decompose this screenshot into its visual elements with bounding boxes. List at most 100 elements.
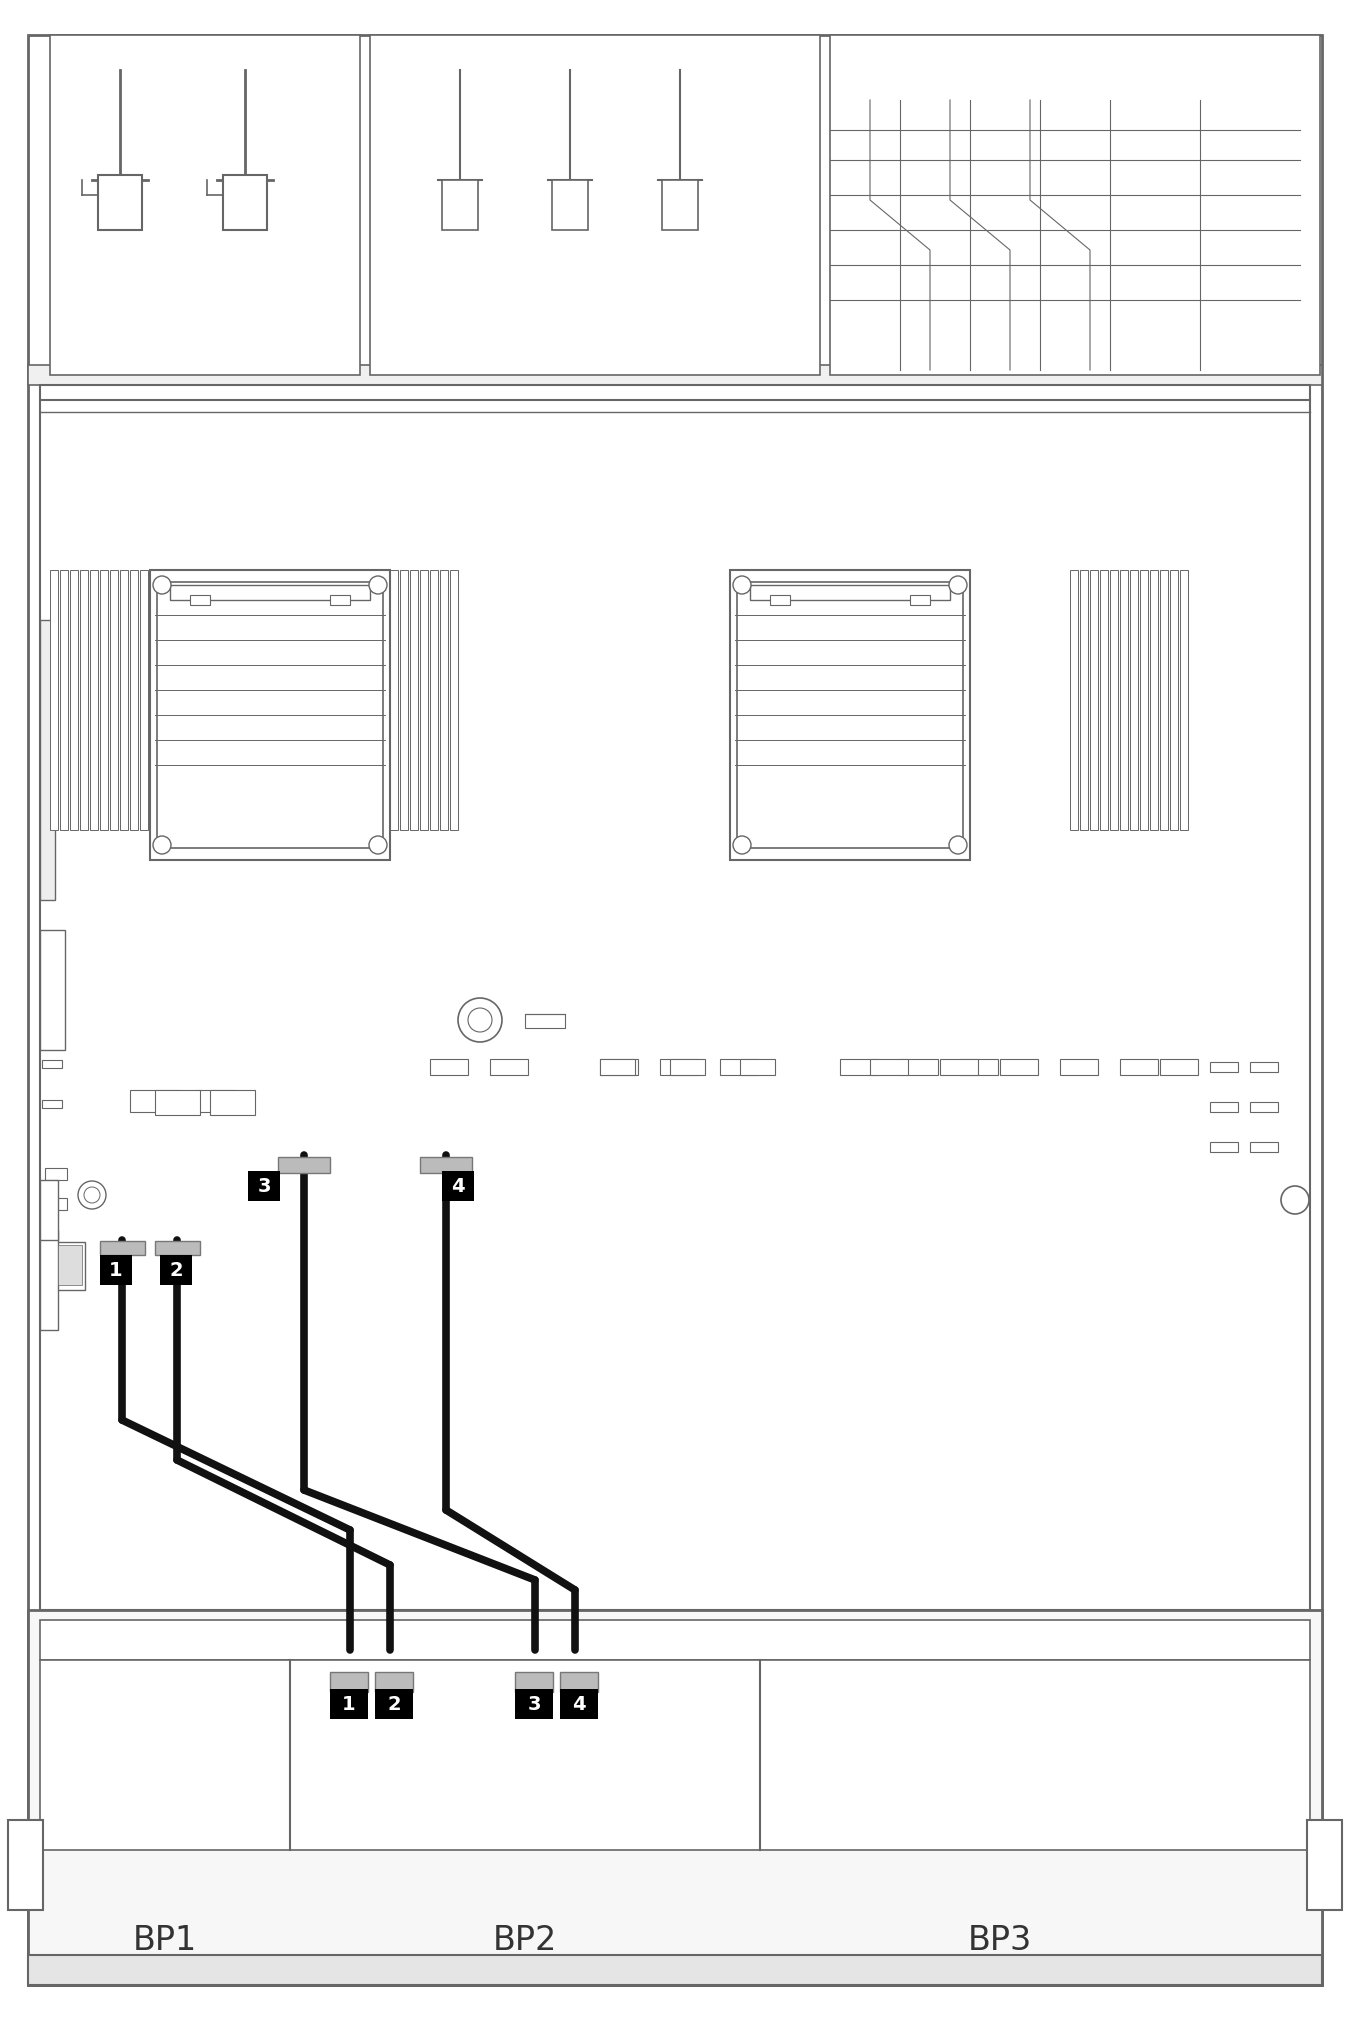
Text: 1: 1 (342, 1694, 356, 1714)
Bar (42, 1199, 62, 1207)
Text: 3: 3 (258, 1177, 271, 1195)
Bar (1180, 569, 1188, 830)
Circle shape (153, 575, 171, 594)
Text: 4: 4 (451, 1177, 464, 1195)
Bar (140, 569, 148, 830)
Bar (1307, 1819, 1342, 1910)
Bar (490, 1060, 528, 1074)
Bar (375, 1672, 413, 1692)
Bar (869, 1060, 909, 1074)
Bar (819, 569, 828, 830)
Bar (830, 569, 838, 830)
Bar (248, 1171, 279, 1201)
Bar (100, 1256, 132, 1284)
Bar (720, 1060, 757, 1074)
Bar (751, 569, 757, 830)
Bar (840, 569, 848, 830)
Bar (150, 569, 158, 830)
Bar (560, 1690, 598, 1718)
Bar (599, 1060, 634, 1074)
Circle shape (468, 1007, 491, 1032)
Text: 3: 3 (528, 1694, 541, 1714)
Bar (278, 1157, 329, 1173)
Bar (1160, 1060, 1197, 1074)
Bar (170, 586, 370, 600)
Bar (450, 569, 458, 830)
Text: 1: 1 (109, 1260, 123, 1280)
Bar (431, 569, 437, 830)
Bar (740, 569, 748, 830)
Bar (960, 1060, 998, 1074)
Bar (760, 569, 768, 830)
Bar (190, 596, 211, 606)
Bar (194, 1090, 235, 1112)
Bar (28, 365, 1322, 386)
Bar (329, 596, 350, 606)
Bar (440, 569, 448, 830)
Bar (1250, 1143, 1278, 1153)
Circle shape (458, 997, 502, 1042)
Text: BP2: BP2 (493, 1924, 558, 1956)
Bar (769, 569, 778, 830)
Circle shape (153, 836, 171, 854)
Text: 4: 4 (572, 1694, 586, 1714)
Circle shape (733, 575, 751, 594)
Circle shape (369, 575, 387, 594)
Bar (1210, 1062, 1238, 1072)
Bar (1250, 1062, 1278, 1072)
Bar (340, 569, 348, 830)
Bar (420, 1157, 472, 1173)
Bar (40, 1230, 58, 1331)
Bar (1120, 569, 1129, 830)
Bar (155, 1242, 200, 1256)
Bar (329, 1690, 369, 1718)
Bar (350, 569, 358, 830)
Bar (329, 1672, 369, 1692)
Bar (552, 180, 589, 230)
Bar (420, 569, 428, 830)
Bar (441, 180, 478, 230)
Bar (40, 620, 55, 900)
Bar (662, 180, 698, 230)
Bar (360, 569, 369, 830)
Bar (130, 569, 138, 830)
Bar (45, 1169, 68, 1179)
Bar (670, 1060, 705, 1074)
Bar (730, 569, 971, 860)
Bar (90, 569, 99, 830)
Bar (1089, 569, 1098, 830)
Bar (161, 569, 167, 830)
Bar (50, 34, 360, 376)
Circle shape (84, 1187, 100, 1203)
Bar (810, 569, 818, 830)
Bar (431, 1060, 468, 1074)
Bar (1120, 1060, 1158, 1074)
Text: BP3: BP3 (968, 1924, 1033, 1956)
Circle shape (1281, 1185, 1310, 1213)
Bar (514, 1690, 554, 1718)
Bar (940, 1060, 977, 1074)
Bar (370, 34, 819, 376)
Bar (1160, 569, 1168, 830)
Circle shape (949, 836, 967, 854)
Bar (99, 176, 142, 230)
Bar (223, 176, 267, 230)
Bar (910, 596, 930, 606)
Bar (390, 569, 398, 830)
Bar (58, 1246, 82, 1284)
Text: 2: 2 (387, 1694, 401, 1714)
Bar (120, 569, 128, 830)
Bar (80, 569, 88, 830)
Bar (740, 1060, 775, 1074)
Bar (1210, 1102, 1238, 1112)
Bar (769, 596, 790, 606)
Bar (1000, 1060, 1038, 1074)
Bar (155, 1090, 200, 1114)
Bar (514, 1672, 554, 1692)
Bar (109, 569, 117, 830)
Bar (1071, 569, 1079, 830)
Bar (790, 569, 798, 830)
Bar (840, 1060, 878, 1074)
Circle shape (949, 575, 967, 594)
Bar (40, 386, 1310, 1609)
